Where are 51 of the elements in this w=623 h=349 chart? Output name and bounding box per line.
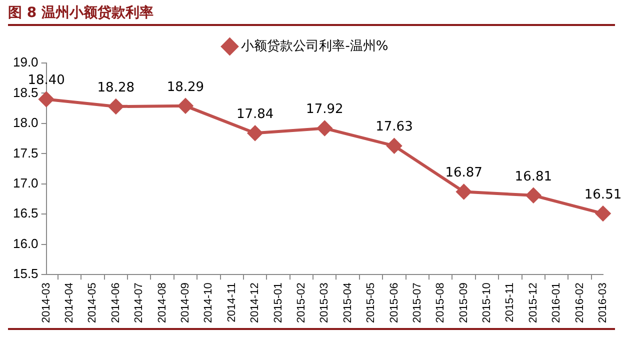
point <box>386 138 402 154</box>
x-tick-label: 2014-10 <box>202 282 215 324</box>
x-tick-label: 2014-05 <box>86 282 99 324</box>
x-tick-label: 2015-06 <box>388 282 400 324</box>
y-tick-label: 16.0 <box>12 236 38 251</box>
x-tick-label: 2016-03 <box>597 282 610 324</box>
x-tick-label: 2015-03 <box>318 282 331 324</box>
x-tick-label: 2014-09 <box>180 282 192 324</box>
y-tick-label: 19.0 <box>12 54 38 70</box>
y-tick-label: 17.0 <box>12 176 38 191</box>
point <box>178 98 193 114</box>
data-label: 16.81 <box>514 169 552 184</box>
data-label: 17.84 <box>236 107 274 122</box>
x-tick-label: 2014-11 <box>226 282 238 322</box>
data-label: 17.63 <box>376 120 413 135</box>
point <box>596 206 610 222</box>
data-label: 18.29 <box>166 80 204 95</box>
x-tick-label: 2014-03 <box>40 282 52 324</box>
data-label: 18.28 <box>97 80 134 96</box>
y-tick-label: 16.5 <box>12 206 38 221</box>
data-label: 17.92 <box>306 102 344 118</box>
x-tick-label: 2016-02 <box>574 282 586 324</box>
x-tick-label: 2015-07 <box>411 282 424 324</box>
x-tick-label: 2015-05 <box>365 282 378 324</box>
legend-label: 小额贷款公司利率-温州% <box>241 38 388 54</box>
x-tick-label: 2015-09 <box>458 282 470 324</box>
data-label: 16.87 <box>445 166 482 181</box>
x-tick-label: 2015-12 <box>527 282 540 324</box>
x-tick-label: 2014-04 <box>64 282 76 324</box>
y-tick-label: 18.0 <box>12 115 38 130</box>
x-tick-label: 2015-04 <box>342 282 354 324</box>
x-tick-label: 2015-02 <box>295 282 308 324</box>
y-tick-label: 17.5 <box>12 145 38 160</box>
x-tick-label: 2014-07 <box>133 282 146 324</box>
point <box>526 188 541 203</box>
y-tick-label: 15.5 <box>12 266 38 282</box>
x-tick-label: 2015-10 <box>481 282 494 324</box>
point <box>108 99 124 114</box>
point <box>248 126 263 141</box>
x-tick-label: 2015-01 <box>272 282 284 324</box>
point <box>456 184 472 200</box>
x-tick-label: 2014-06 <box>110 282 122 324</box>
point <box>38 92 54 107</box>
x-tick-label: 2014-08 <box>156 282 168 324</box>
x-tick-label: 2014-12 <box>249 282 262 324</box>
data-label: 16.51 <box>584 187 622 202</box>
point <box>317 120 332 136</box>
x-tick-label: 2016-01 <box>550 282 563 324</box>
x-tick-label: 2015-11 <box>504 282 516 322</box>
chart-title: 图 8 温州小额贷款利率 <box>8 2 615 26</box>
x-tick-label: 2015-08 <box>434 282 447 324</box>
